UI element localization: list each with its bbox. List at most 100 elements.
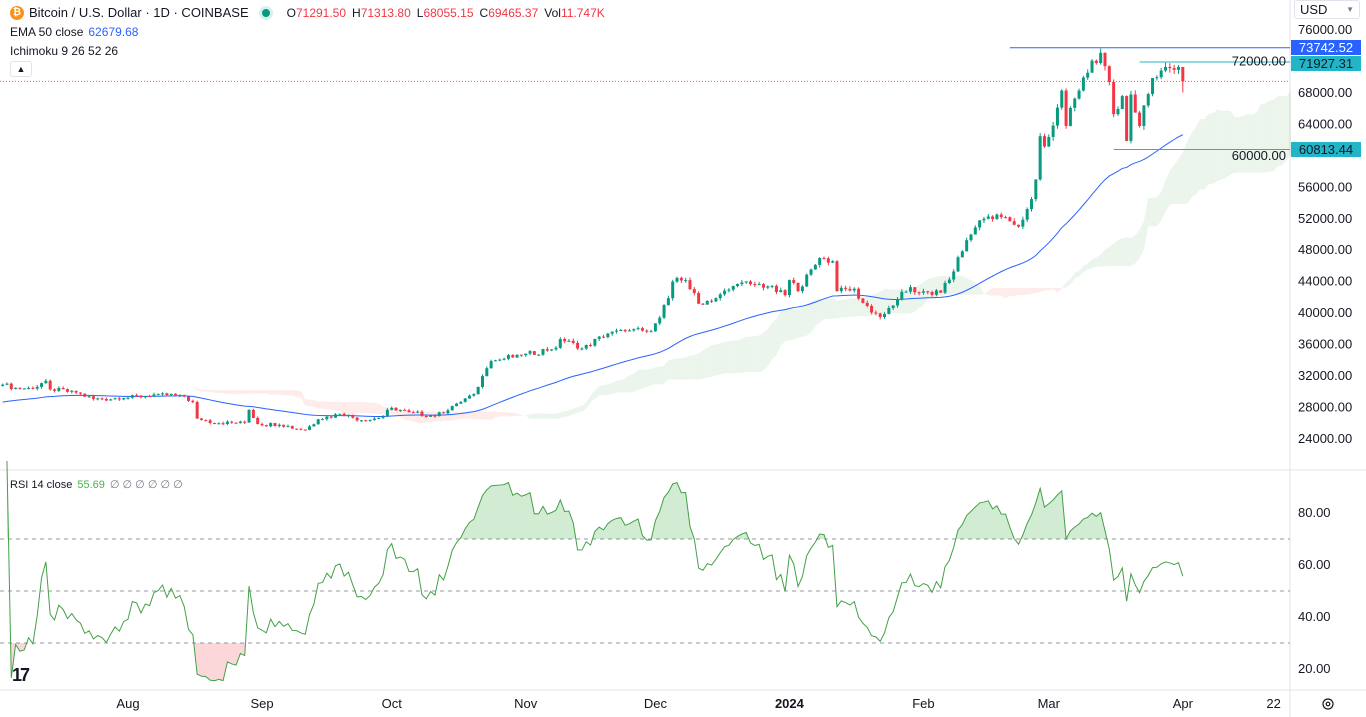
cloud-segment xyxy=(1040,287,1045,293)
candle-body xyxy=(861,298,865,303)
cloud-segment xyxy=(227,390,232,395)
candle-body xyxy=(537,354,541,356)
candle-body xyxy=(459,401,463,404)
cloud-segment xyxy=(1286,90,1291,161)
candle-body xyxy=(731,286,735,290)
candle xyxy=(576,340,580,350)
candle-body xyxy=(351,415,355,418)
cloud-segment xyxy=(486,411,492,420)
candle-body xyxy=(908,287,912,292)
candle-body xyxy=(1042,136,1046,147)
candle xyxy=(783,289,787,297)
candle xyxy=(48,379,52,391)
candle xyxy=(991,215,995,222)
candle xyxy=(891,305,895,311)
cloud-segment xyxy=(1130,235,1136,267)
candle xyxy=(398,409,402,413)
candle-body xyxy=(424,416,428,418)
cloud-segment xyxy=(331,402,336,411)
candle xyxy=(1081,75,1085,92)
cloud-segment xyxy=(702,347,708,379)
candle-body xyxy=(22,388,26,390)
bitcoin-icon: ₿ xyxy=(10,5,24,20)
candle-body xyxy=(187,396,191,401)
tradingview-logo[interactable]: 17 xyxy=(12,665,30,685)
candle xyxy=(31,386,35,390)
cloud-segment xyxy=(426,411,431,423)
candle-body xyxy=(234,422,238,424)
ema-label: EMA 50 close xyxy=(10,25,84,39)
candle-body xyxy=(947,279,951,284)
gear-icon[interactable] xyxy=(1322,698,1334,710)
cloud-segment xyxy=(737,338,742,374)
rsi-oversold-fill xyxy=(6,643,1183,681)
candle xyxy=(701,302,705,306)
currency-select[interactable]: USD ▼ xyxy=(1294,0,1360,19)
ohlc-value: 71313.80 xyxy=(360,5,411,20)
candle xyxy=(243,420,247,425)
rsi-legend[interactable]: RSI 14 close 55.69 ∅ ∅ ∅ ∅ ∅ ∅ xyxy=(10,478,183,492)
candle-body xyxy=(757,284,761,286)
candle-body xyxy=(766,286,770,288)
cloud-segment xyxy=(517,413,522,417)
candle xyxy=(952,269,956,283)
candle-body xyxy=(1112,81,1116,115)
candle-body xyxy=(774,285,778,292)
candle-body xyxy=(450,406,454,411)
cloud-segment xyxy=(785,309,790,342)
candle xyxy=(744,281,748,284)
symbol-title[interactable]: Bitcoin / U.S. Dollar · 1D · COINBASE xyxy=(29,5,249,20)
candle xyxy=(364,419,368,422)
candle-body xyxy=(1094,60,1098,64)
candle-body xyxy=(1017,224,1021,227)
candle xyxy=(779,287,783,293)
candle-body xyxy=(956,257,960,272)
rsi-overbought-fill xyxy=(6,461,1183,539)
candle-body xyxy=(325,416,329,420)
candle-body xyxy=(710,300,714,302)
candle xyxy=(645,329,649,334)
ichimoku-legend[interactable]: Ichimoku 9 26 52 26 xyxy=(10,44,118,58)
candle xyxy=(256,416,260,425)
candle xyxy=(558,337,562,349)
candle xyxy=(714,297,718,303)
candle-body xyxy=(321,419,325,421)
candle-body xyxy=(736,284,740,287)
candle xyxy=(1172,64,1176,74)
cloud-segment xyxy=(447,411,453,421)
cloud-segment xyxy=(274,390,280,395)
ema-legend[interactable]: EMA 50 close 62679.68 xyxy=(10,25,138,39)
cloud-segment xyxy=(1200,118,1205,190)
candles xyxy=(1,48,1185,431)
candle xyxy=(1116,106,1120,116)
price-tick-label: 72000.00 xyxy=(1232,53,1286,68)
candle-body xyxy=(705,300,709,305)
candle xyxy=(818,257,822,268)
candle xyxy=(264,424,268,427)
candle-body xyxy=(329,416,333,418)
candle-body xyxy=(593,338,597,346)
chevron-up-icon[interactable]: ▲ xyxy=(10,61,32,77)
candle xyxy=(208,419,212,425)
candle-body xyxy=(770,285,774,287)
rsi-line xyxy=(6,460,1184,682)
cloud-segment xyxy=(1009,287,1015,297)
candle-body xyxy=(44,380,48,384)
cloud-segment xyxy=(923,278,928,306)
candle xyxy=(934,288,938,297)
cloud-segment xyxy=(733,340,738,374)
candle-body xyxy=(493,360,497,362)
candle-body xyxy=(1068,107,1072,126)
cloud-segment xyxy=(1035,287,1041,293)
candle-body xyxy=(891,305,895,309)
candle-body xyxy=(589,344,593,346)
candle-body xyxy=(649,331,653,333)
cloud-segment xyxy=(975,282,980,295)
candle-body xyxy=(913,287,917,293)
candle xyxy=(53,388,57,393)
time-tick-label: Mar xyxy=(1038,696,1061,711)
cloud-segment xyxy=(983,290,989,296)
candle-body xyxy=(385,409,389,417)
candle xyxy=(1073,97,1077,112)
